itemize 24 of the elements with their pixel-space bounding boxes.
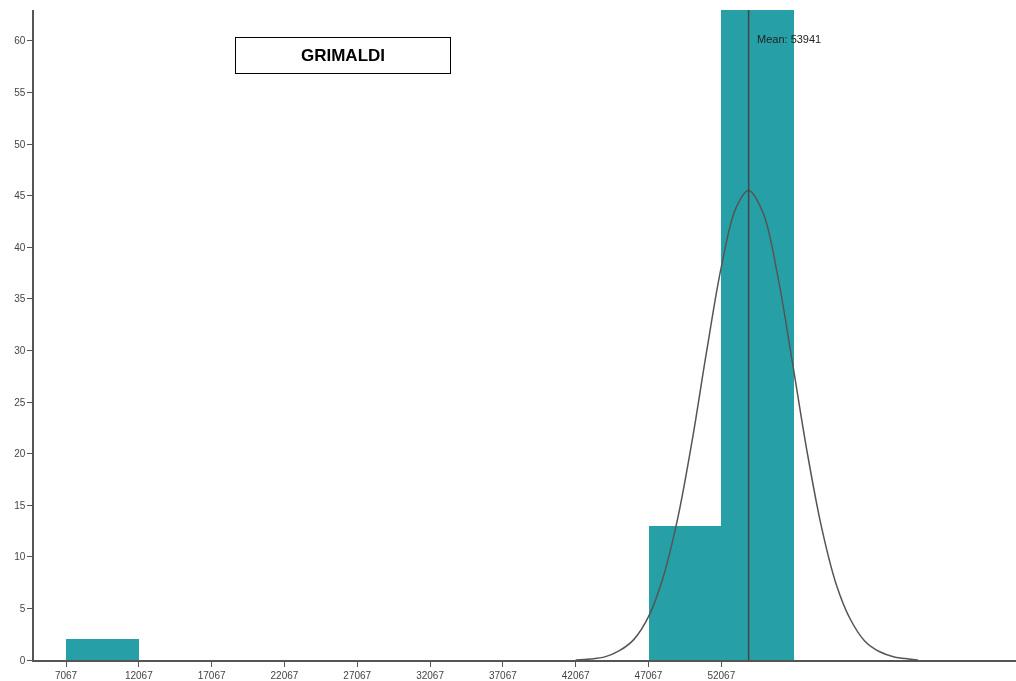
x-tick-label: 27067 <box>343 669 372 681</box>
y-tick-label: 50 <box>14 138 26 150</box>
y-tick-label: 5 <box>19 602 26 614</box>
x-tick-label: 12067 <box>124 669 154 681</box>
y-tick-label: 45 <box>14 190 26 202</box>
y-tick-label: 15 <box>14 499 26 511</box>
y-tick-label: 25 <box>14 396 26 408</box>
x-tick-label: 37067 <box>488 669 518 681</box>
y-tick-label: 0 <box>19 654 26 666</box>
x-tick-label: 32067 <box>416 669 445 681</box>
y-tick-label: 40 <box>14 241 26 253</box>
y-tick-label: 20 <box>14 448 26 460</box>
x-tick-label: 17067 <box>197 669 226 681</box>
y-tick-label: 30 <box>14 344 26 356</box>
x-tick-label: 52067 <box>707 669 736 681</box>
text: GRIMALDI <box>300 46 386 65</box>
y-tick-label: 60 <box>14 35 26 47</box>
x-tick-label: 22067 <box>270 669 299 681</box>
x-tick-label: 7067 <box>54 669 78 681</box>
x-tick-label: 47067 <box>634 669 663 681</box>
x-tick-label: 42067 <box>561 669 591 681</box>
y-tick-label: 35 <box>14 293 26 305</box>
y-tick-label: 55 <box>14 87 26 99</box>
y-tick-label: 10 <box>14 551 26 563</box>
